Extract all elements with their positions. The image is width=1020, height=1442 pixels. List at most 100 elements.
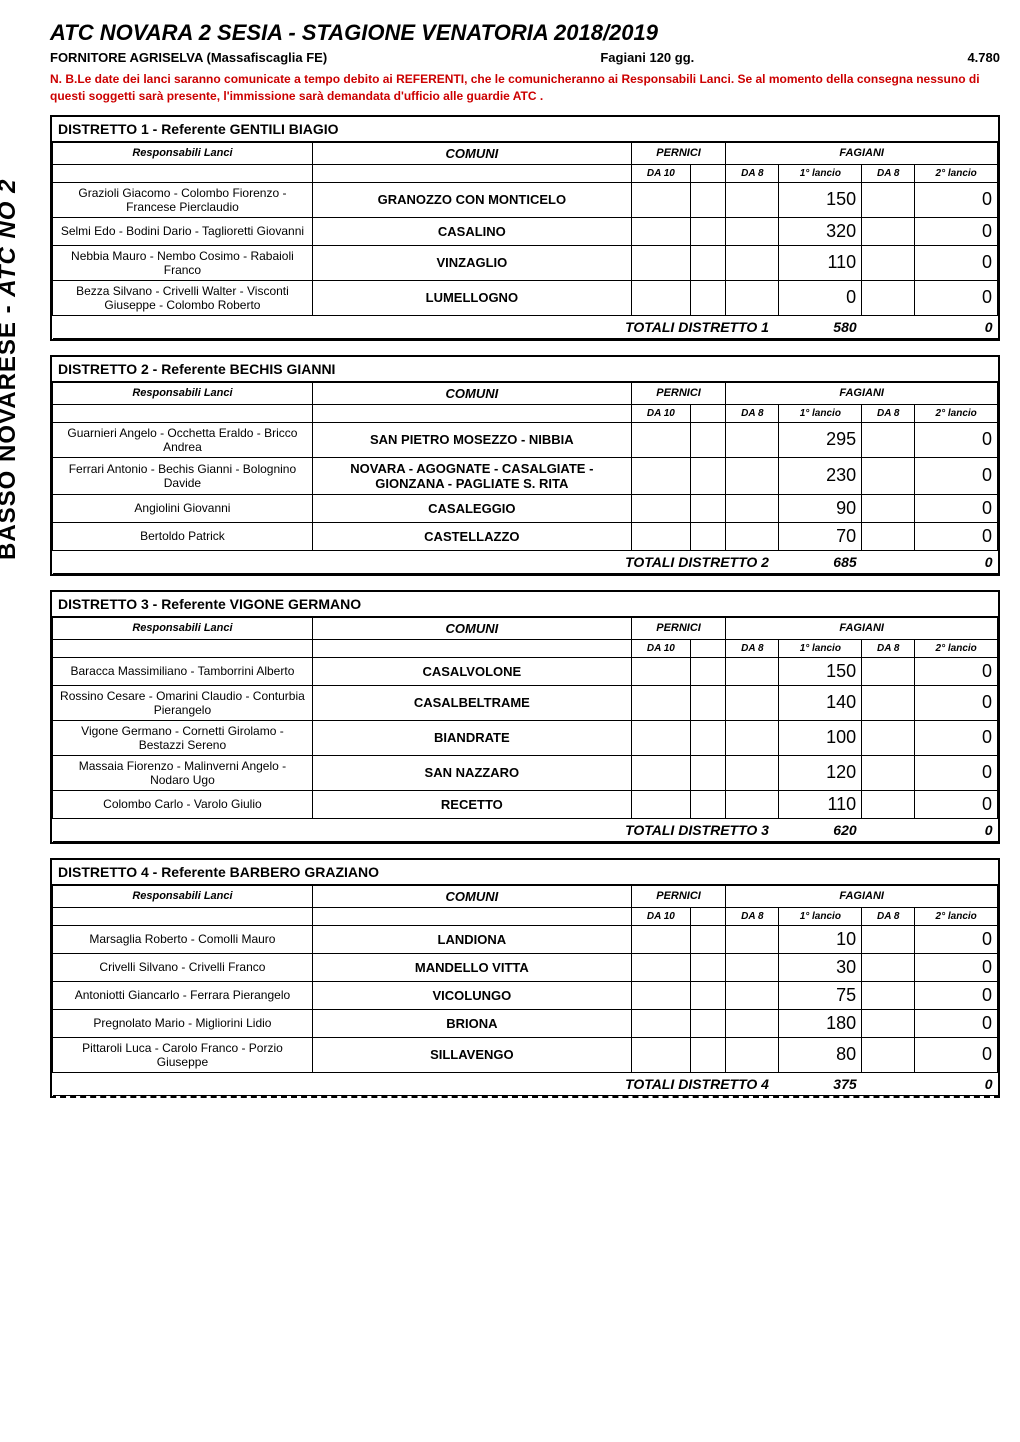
cell-blank xyxy=(690,280,725,315)
hdr-responsabili: Responsabili Lanci xyxy=(53,617,313,639)
totali-val2: 0 xyxy=(915,315,998,338)
cell-da8 xyxy=(726,245,779,280)
cell-da8b xyxy=(862,217,915,245)
cell-da10 xyxy=(631,217,690,245)
hdr-lancio2: 2° lancio xyxy=(915,404,998,422)
cell-comuni: CASALINO xyxy=(312,217,631,245)
cell-comuni: SAN PIETRO MOSEZZO - NIBBIA xyxy=(312,422,631,457)
hdr-da8: DA 8 xyxy=(726,639,779,657)
fagiani-label: Fagiani 120 gg. xyxy=(600,50,694,65)
cell-resp: Selmi Edo - Bodini Dario - Taglioretti G… xyxy=(53,217,313,245)
cell-da10 xyxy=(631,657,690,685)
cell-lancio1: 320 xyxy=(779,217,862,245)
cell-blank xyxy=(690,720,725,755)
cell-resp: Angiolini Giovanni xyxy=(53,494,313,522)
cell-blank xyxy=(690,953,725,981)
cell-comuni: CASALVOLONE xyxy=(312,657,631,685)
cell-comuni: GRANOZZO CON MONTICELO xyxy=(312,182,631,217)
district-table: Responsabili Lanci COMUNI PERNICI FAGIAN… xyxy=(52,885,998,1096)
cell-da10 xyxy=(631,457,690,494)
table-row: Pittaroli Luca - Carolo Franco - Porzio … xyxy=(53,1037,998,1072)
totali-label: TOTALI DISTRETTO 2 xyxy=(53,550,779,573)
table-row: Angiolini Giovanni CASALEGGIO 90 0 xyxy=(53,494,998,522)
cell-lancio2: 0 xyxy=(915,422,998,457)
cell-da10 xyxy=(631,182,690,217)
district-block: DISTRETTO 1 - Referente GENTILI BIAGIO R… xyxy=(50,115,1000,341)
table-row: Selmi Edo - Bodini Dario - Taglioretti G… xyxy=(53,217,998,245)
district-table: Responsabili Lanci COMUNI PERNICI FAGIAN… xyxy=(52,142,998,339)
totali-row: TOTALI DISTRETTO 4 375 0 xyxy=(53,1072,998,1095)
hdr-pernici: PERNICI xyxy=(631,382,726,404)
cell-da8b xyxy=(862,925,915,953)
cell-lancio1: 100 xyxy=(779,720,862,755)
cell-da10 xyxy=(631,790,690,818)
totali-row: TOTALI DISTRETTO 1 580 0 xyxy=(53,315,998,338)
table-row: Vigone Germano - Cornetti Girolamo - Bes… xyxy=(53,720,998,755)
cell-da8b xyxy=(862,494,915,522)
cell-comuni: VINZAGLIO xyxy=(312,245,631,280)
cell-comuni: NOVARA - AGOGNATE - CASALGIATE - GIONZAN… xyxy=(312,457,631,494)
table-row: Rossino Cesare - Omarini Claudio - Contu… xyxy=(53,685,998,720)
side-label-italic: ATC NO 2 xyxy=(0,179,21,297)
district-title: DISTRETTO 4 - Referente BARBERO GRAZIANO xyxy=(52,860,998,885)
cell-lancio2: 0 xyxy=(915,755,998,790)
hdr-da8b: DA 8 xyxy=(862,164,915,182)
district-table: Responsabili Lanci COMUNI PERNICI FAGIAN… xyxy=(52,617,998,842)
table-row: Grazioli Giacomo - Colombo Fiorenzo - Fr… xyxy=(53,182,998,217)
cell-da8 xyxy=(726,1037,779,1072)
cell-resp: Crivelli Silvano - Crivelli Franco xyxy=(53,953,313,981)
cell-comuni: RECETTO xyxy=(312,790,631,818)
district-title: DISTRETTO 2 - Referente BECHIS GIANNI xyxy=(52,357,998,382)
cell-da10 xyxy=(631,720,690,755)
district-table: Responsabili Lanci COMUNI PERNICI FAGIAN… xyxy=(52,382,998,574)
cell-da8 xyxy=(726,217,779,245)
totali-label: TOTALI DISTRETTO 4 xyxy=(53,1072,779,1095)
hdr-lancio2: 2° lancio xyxy=(915,639,998,657)
cell-resp: Baracca Massimiliano - Tamborrini Albert… xyxy=(53,657,313,685)
cell-lancio2: 0 xyxy=(915,981,998,1009)
cell-blank xyxy=(690,981,725,1009)
cell-resp: Pregnolato Mario - Migliorini Lidio xyxy=(53,1009,313,1037)
hdr-fagiani: FAGIANI xyxy=(726,885,998,907)
cell-da8 xyxy=(726,720,779,755)
hdr-pernici: PERNICI xyxy=(631,617,726,639)
side-label-plain: BASSO NOVARESE - xyxy=(0,297,21,560)
table-row: Ferrari Antonio - Bechis Gianni - Bologn… xyxy=(53,457,998,494)
hdr-da8b: DA 8 xyxy=(862,907,915,925)
cell-comuni: LANDIONA xyxy=(312,925,631,953)
cell-da10 xyxy=(631,1009,690,1037)
cell-da8 xyxy=(726,522,779,550)
cell-lancio1: 10 xyxy=(779,925,862,953)
fagiani-total: 4.780 xyxy=(967,50,1000,65)
table-row: Antoniotti Giancarlo - Ferrara Pierangel… xyxy=(53,981,998,1009)
cell-resp: Guarnieri Angelo - Occhetta Eraldo - Bri… xyxy=(53,422,313,457)
totali-val2: 0 xyxy=(915,550,998,573)
cell-da8 xyxy=(726,790,779,818)
cell-resp: Pittaroli Luca - Carolo Franco - Porzio … xyxy=(53,1037,313,1072)
cell-da8b xyxy=(862,280,915,315)
cell-resp: Grazioli Giacomo - Colombo Fiorenzo - Fr… xyxy=(53,182,313,217)
cell-da8b xyxy=(862,245,915,280)
district-title: DISTRETTO 1 - Referente GENTILI BIAGIO xyxy=(52,117,998,142)
cell-da8 xyxy=(726,494,779,522)
district-title: DISTRETTO 3 - Referente VIGONE GERMANO xyxy=(52,592,998,617)
cell-blank xyxy=(690,1037,725,1072)
hdr-da8: DA 8 xyxy=(726,907,779,925)
cell-lancio1: 150 xyxy=(779,182,862,217)
cell-resp: Marsaglia Roberto - Comolli Mauro xyxy=(53,925,313,953)
cell-blank xyxy=(690,182,725,217)
cell-lancio1: 90 xyxy=(779,494,862,522)
cell-lancio2: 0 xyxy=(915,245,998,280)
totali-row: TOTALI DISTRETTO 3 620 0 xyxy=(53,818,998,841)
cell-da8b xyxy=(862,1009,915,1037)
cell-blank xyxy=(690,422,725,457)
cell-lancio1: 110 xyxy=(779,245,862,280)
table-row: Guarnieri Angelo - Occhetta Eraldo - Bri… xyxy=(53,422,998,457)
cell-da8 xyxy=(726,280,779,315)
cell-da8 xyxy=(726,685,779,720)
cell-blank xyxy=(690,522,725,550)
hdr-lancio2: 2° lancio xyxy=(915,164,998,182)
note-text: N. B.Le date dei lanci saranno comunicat… xyxy=(50,71,1000,105)
cell-da10 xyxy=(631,685,690,720)
cell-da10 xyxy=(631,1037,690,1072)
